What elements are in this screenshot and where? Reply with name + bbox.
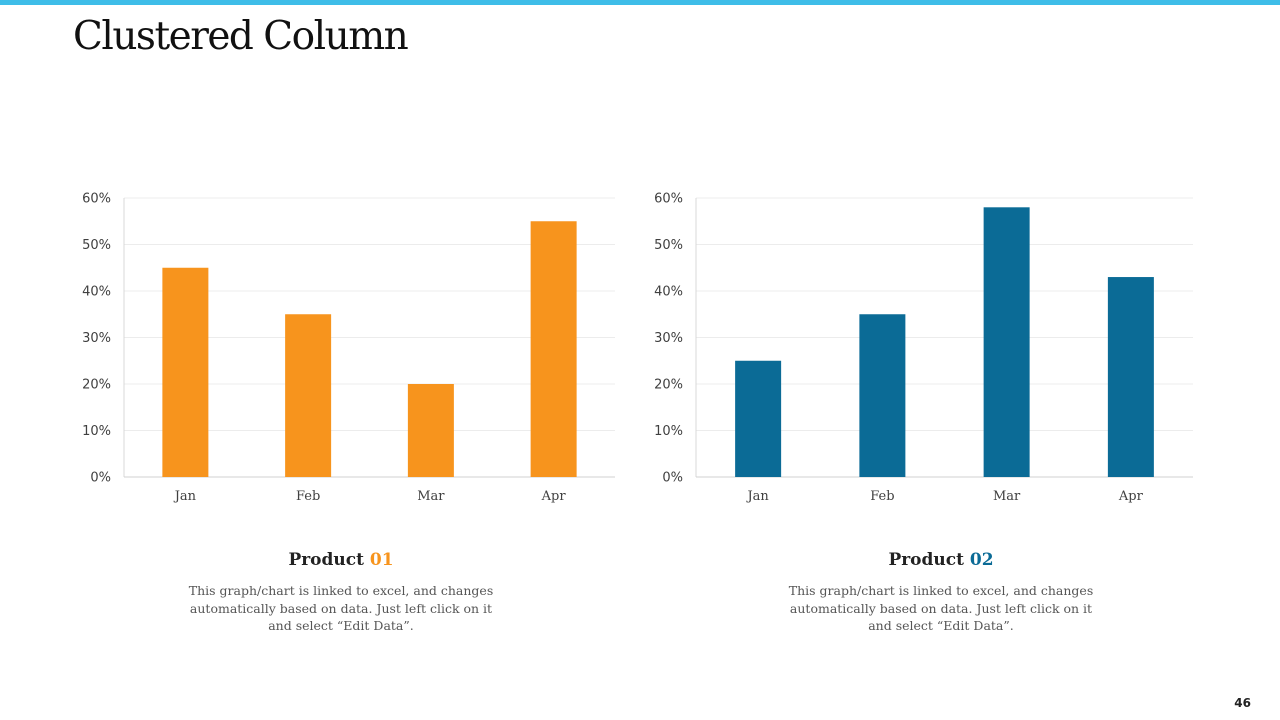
product-01-description: This graph/chart is linked to excel, and… xyxy=(188,583,494,633)
chart1-x-tick-label: Feb xyxy=(296,489,320,504)
chart2-y-tick-label: 50% xyxy=(654,238,683,253)
chart1-bar-feb xyxy=(285,314,332,477)
chart2-y-tick-label: 10% xyxy=(654,424,683,439)
chart2-y-tick-label: 60% xyxy=(654,192,683,207)
chart2-x-tick-label: Jan xyxy=(745,489,769,504)
chart2-bar-apr xyxy=(1107,277,1154,477)
chart1-bar-jan xyxy=(162,267,209,477)
chart2-bar-feb xyxy=(859,314,906,477)
chart2-x-tick-label: Feb xyxy=(870,489,894,504)
chart1-bar-mar xyxy=(407,384,454,477)
product-01-number: 01 xyxy=(369,550,394,570)
chart1-y-tick-label: 40% xyxy=(82,285,111,300)
chart1-x-tick-label: Mar xyxy=(417,489,445,504)
chart1-y-tick-label: 30% xyxy=(82,331,111,346)
chart2-y-tick-label: 20% xyxy=(654,378,683,393)
chart1-y-tick-label: 50% xyxy=(82,238,111,253)
slide-title: Clustered Column xyxy=(73,14,409,59)
product-02-label: Product xyxy=(888,550,964,570)
chart1-y-tick-label: 10% xyxy=(82,424,111,439)
chart1-y-tick-label: 20% xyxy=(82,378,111,393)
chart1-y-tick-label: 60% xyxy=(82,192,111,207)
product-02-description: This graph/chart is linked to excel, and… xyxy=(788,583,1094,633)
chart2-x-tick-label: Apr xyxy=(1118,489,1144,504)
top-accent-bar xyxy=(0,0,1280,5)
chart1-x-tick-label: Apr xyxy=(541,489,567,504)
product-01-title: Product 01 xyxy=(181,550,501,570)
product-01-label: Product xyxy=(288,550,364,570)
chart2-y-tick-label: 0% xyxy=(662,471,683,486)
chart2-y-tick-label: 30% xyxy=(654,331,683,346)
product-02-number: 02 xyxy=(969,550,994,570)
chart1-x-tick-label: Jan xyxy=(173,489,197,504)
chart2-y-tick-label: 40% xyxy=(654,285,683,300)
chart2-bar-mar xyxy=(983,207,1030,478)
product-02-title: Product 02 xyxy=(781,550,1101,570)
page-number: 46 xyxy=(1234,696,1251,710)
chart2-bar-jan xyxy=(735,360,782,477)
chart2-x-tick-label: Mar xyxy=(993,489,1021,504)
chart1-bar-apr xyxy=(530,221,577,477)
chart1-y-tick-label: 0% xyxy=(90,471,111,486)
